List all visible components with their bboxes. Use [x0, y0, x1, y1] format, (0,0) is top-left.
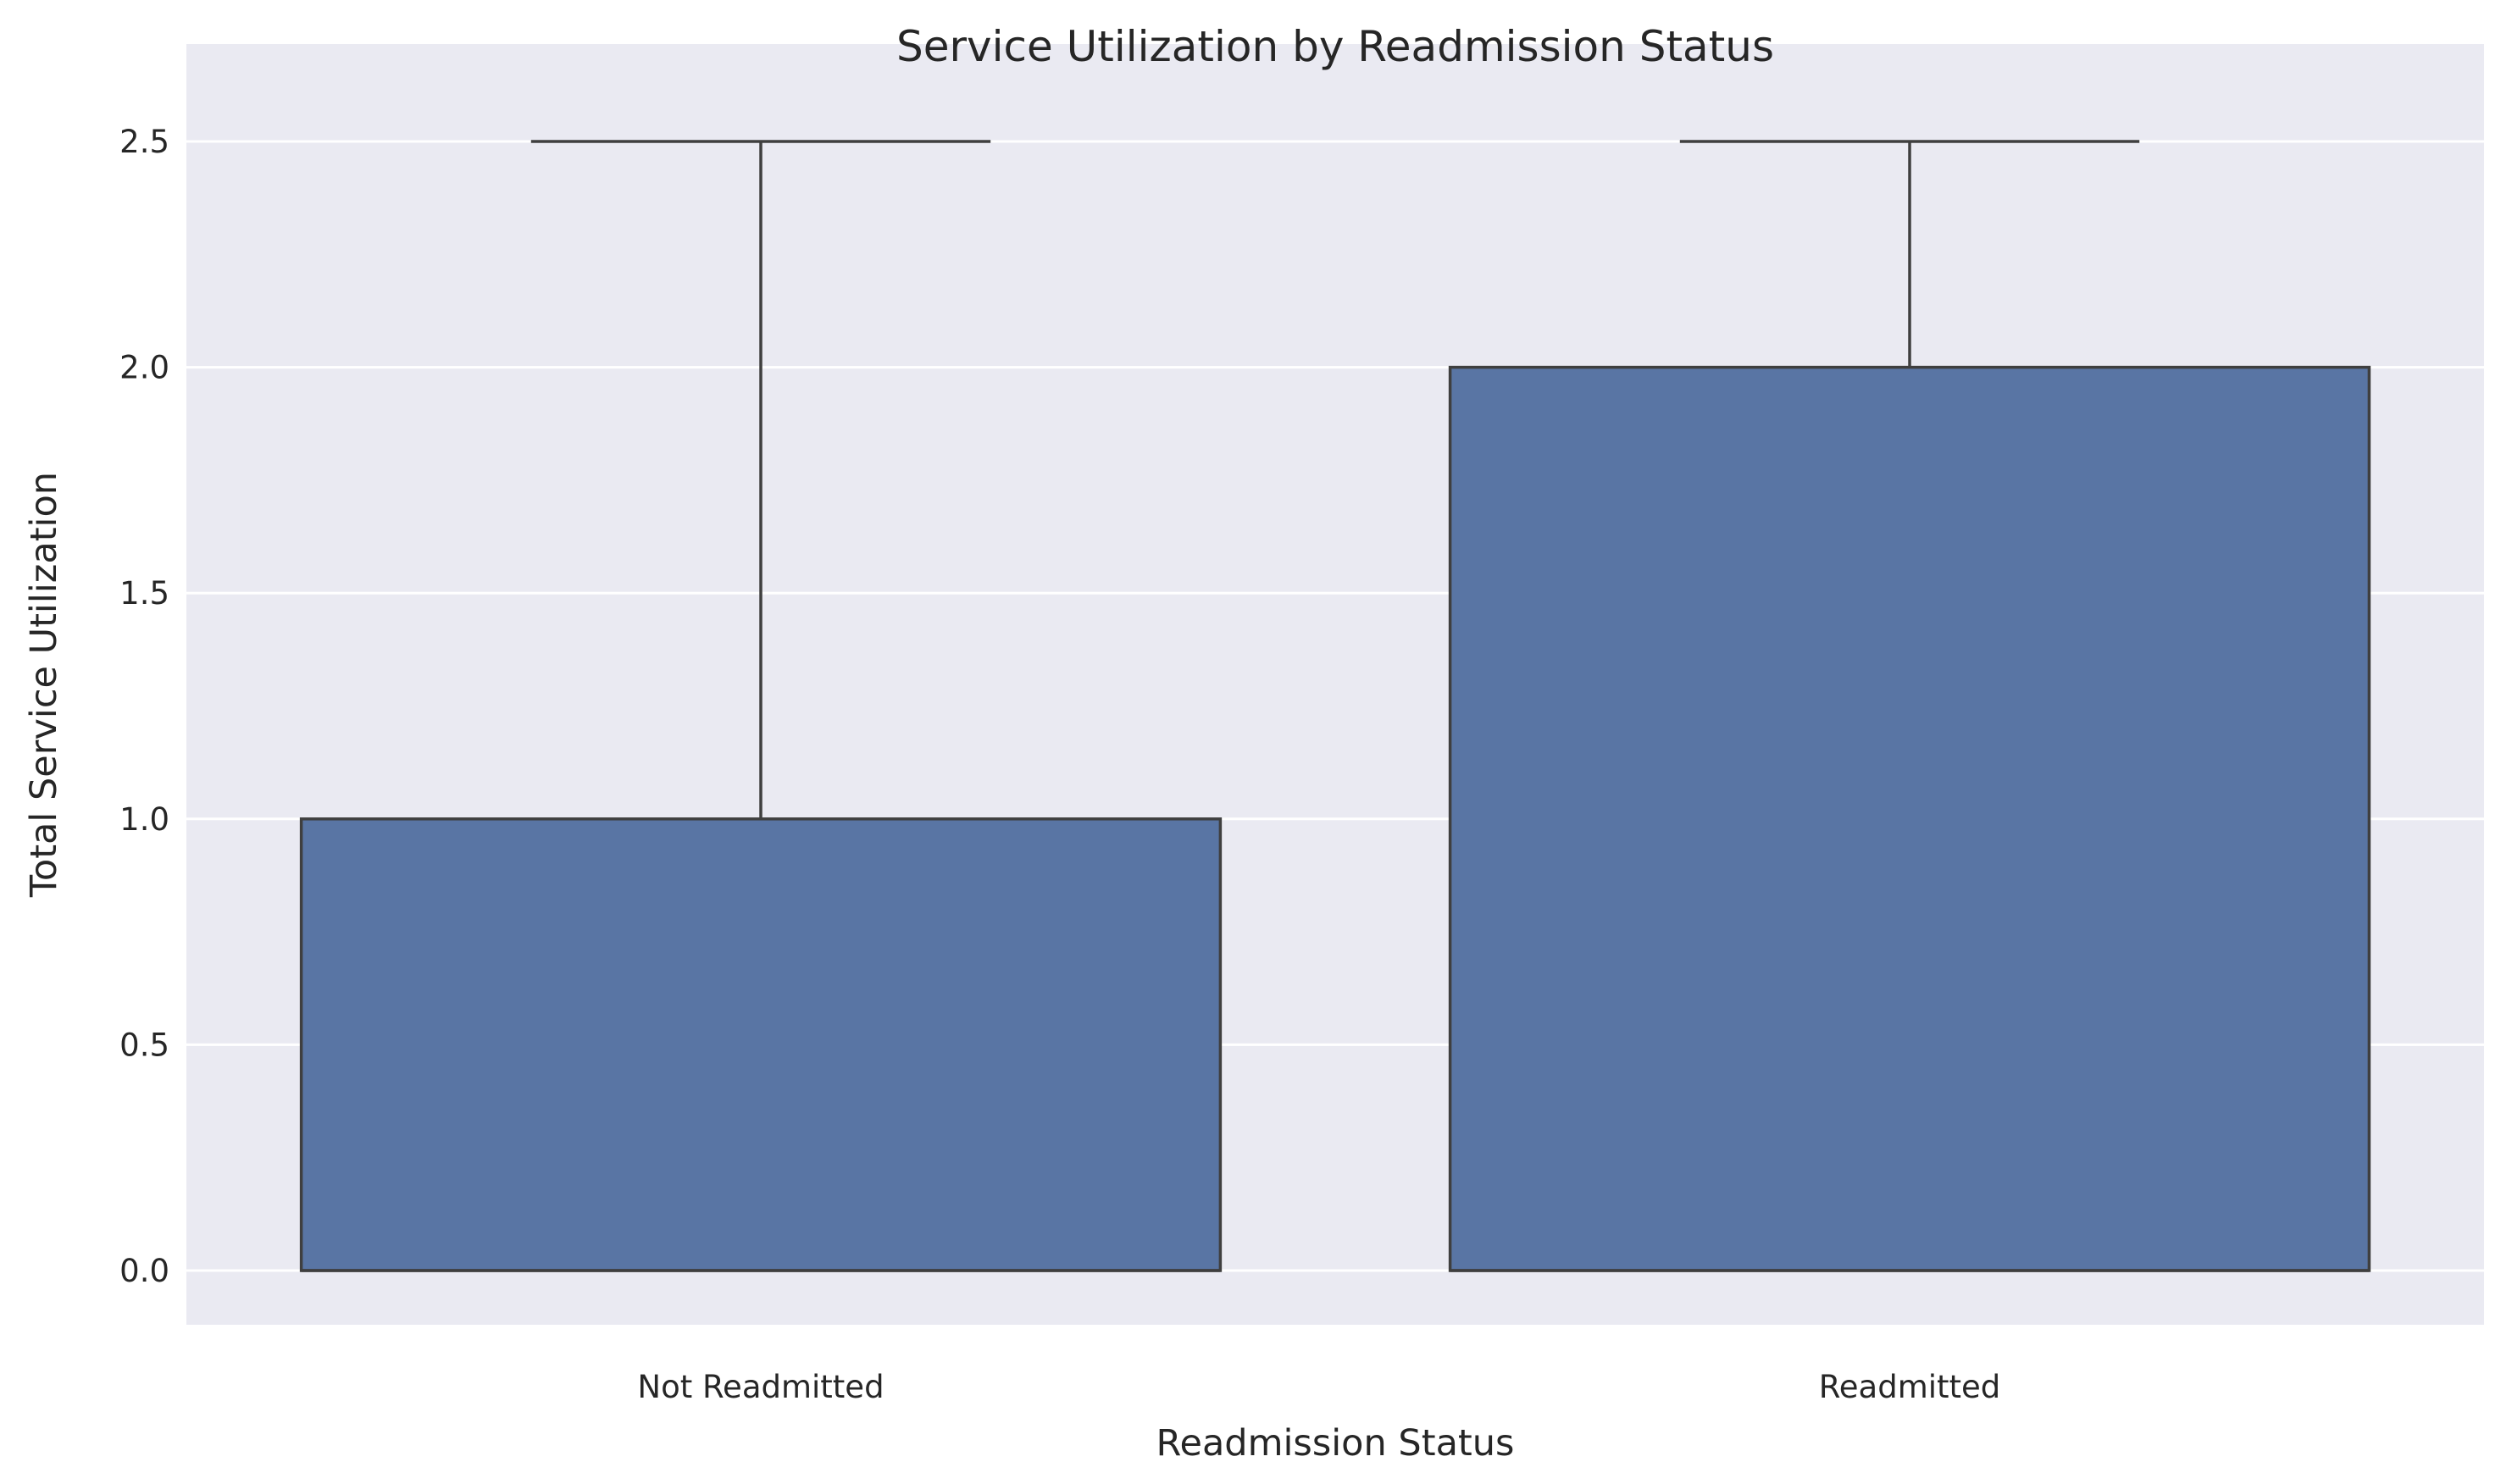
x-tick-labels: Not Readmitted Readmitted	[637, 1369, 2000, 1405]
y-axis-label: Total Service Utilization	[23, 472, 65, 898]
box-not-readmitted	[299, 140, 1223, 1272]
boxes	[299, 140, 2371, 1272]
x-tick-label: Not Readmitted	[637, 1369, 884, 1405]
box-body	[1448, 365, 2371, 1272]
box-body	[299, 817, 1223, 1272]
x-tick-label: Readmitted	[1819, 1369, 2001, 1405]
y-tick-label: 0.0	[119, 1253, 169, 1289]
y-tick-label: 1.5	[119, 575, 169, 612]
y-tick-label: 1.0	[119, 801, 169, 838]
y-tick-labels: 0.0 0.5 1.0 1.5 2.0 2.5	[119, 124, 169, 1289]
y-tick-label: 2.5	[119, 124, 169, 160]
y-tick-label: 2.0	[119, 350, 169, 386]
chart-title: Service Utilization by Readmission Statu…	[896, 22, 1774, 71]
y-tick-label: 0.5	[119, 1027, 169, 1063]
box-readmitted	[1448, 140, 2371, 1272]
x-axis-label: Readmission Status	[1156, 1422, 1515, 1465]
